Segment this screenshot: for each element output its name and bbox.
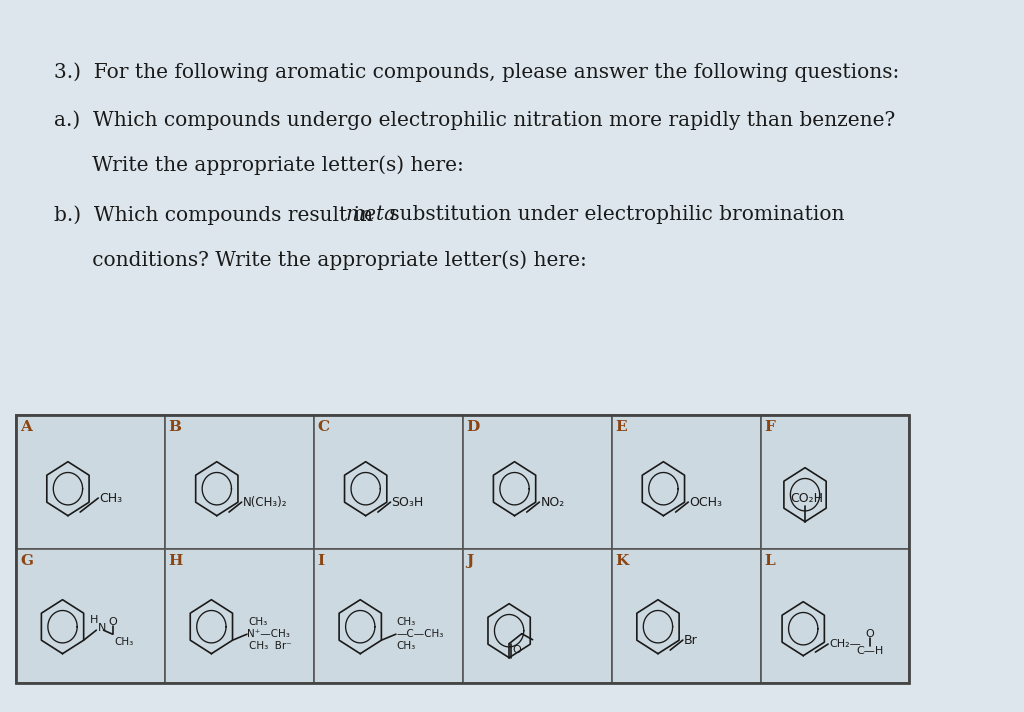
Text: NO₂: NO₂: [541, 496, 564, 508]
Text: N(CH₃)₂: N(CH₃)₂: [243, 496, 287, 508]
Text: substitution under electrophilic bromination: substitution under electrophilic bromina…: [383, 205, 845, 224]
Text: meta: meta: [345, 205, 396, 224]
Text: E: E: [615, 420, 627, 434]
Text: O: O: [109, 617, 117, 627]
Bar: [611, 549, 761, 683]
Text: G: G: [19, 554, 33, 568]
Bar: [761, 415, 909, 549]
Text: conditions? Write the appropriate letter(s) here:: conditions? Write the appropriate letter…: [54, 250, 587, 270]
Text: O: O: [865, 629, 874, 639]
Text: SO₃H: SO₃H: [391, 496, 424, 508]
Text: J: J: [467, 554, 474, 568]
Text: CH₃: CH₃: [396, 617, 416, 627]
Text: CO₂H: CO₂H: [791, 492, 823, 505]
Text: Br: Br: [684, 634, 697, 646]
Text: a.)  Which compounds undergo electrophilic nitration more rapidly than benzene?: a.) Which compounds undergo electrophili…: [54, 110, 896, 130]
Bar: [16, 415, 165, 549]
Bar: [314, 549, 463, 683]
Text: F: F: [764, 420, 775, 434]
Text: N: N: [98, 623, 106, 633]
Text: CH₃  Br⁻: CH₃ Br⁻: [249, 642, 292, 651]
Text: C—H: C—H: [856, 646, 884, 656]
Text: 3.)  For the following aromatic compounds, please answer the following questions: 3.) For the following aromatic compounds…: [54, 62, 900, 82]
Text: CH₃: CH₃: [249, 617, 268, 627]
Text: —C—CH₃: —C—CH₃: [396, 629, 444, 639]
Text: D: D: [467, 420, 479, 434]
Bar: [16, 415, 909, 683]
Text: L: L: [764, 554, 775, 568]
Text: CH₂—: CH₂—: [829, 639, 861, 649]
Text: N⁺—CH₃: N⁺—CH₃: [247, 629, 290, 639]
Text: C: C: [317, 420, 330, 434]
Text: K: K: [615, 554, 629, 568]
Bar: [165, 549, 314, 683]
Text: Write the appropriate letter(s) here:: Write the appropriate letter(s) here:: [54, 155, 464, 174]
Text: I: I: [317, 554, 325, 568]
Text: H: H: [169, 554, 183, 568]
Text: B: B: [169, 420, 181, 434]
Text: OCH₃: OCH₃: [689, 496, 722, 508]
Bar: [314, 415, 463, 549]
Text: A: A: [19, 420, 32, 434]
Text: CH₃: CH₃: [396, 642, 416, 651]
Text: CH₃: CH₃: [99, 491, 122, 505]
Bar: [611, 415, 761, 549]
Bar: [16, 549, 165, 683]
Text: H: H: [90, 615, 98, 625]
Text: CH₃: CH₃: [115, 637, 134, 647]
Bar: [165, 415, 314, 549]
Text: O: O: [513, 644, 521, 655]
Bar: [463, 415, 611, 549]
Text: b.)  Which compounds result in: b.) Which compounds result in: [54, 205, 380, 225]
Bar: [761, 549, 909, 683]
Bar: [463, 549, 611, 683]
